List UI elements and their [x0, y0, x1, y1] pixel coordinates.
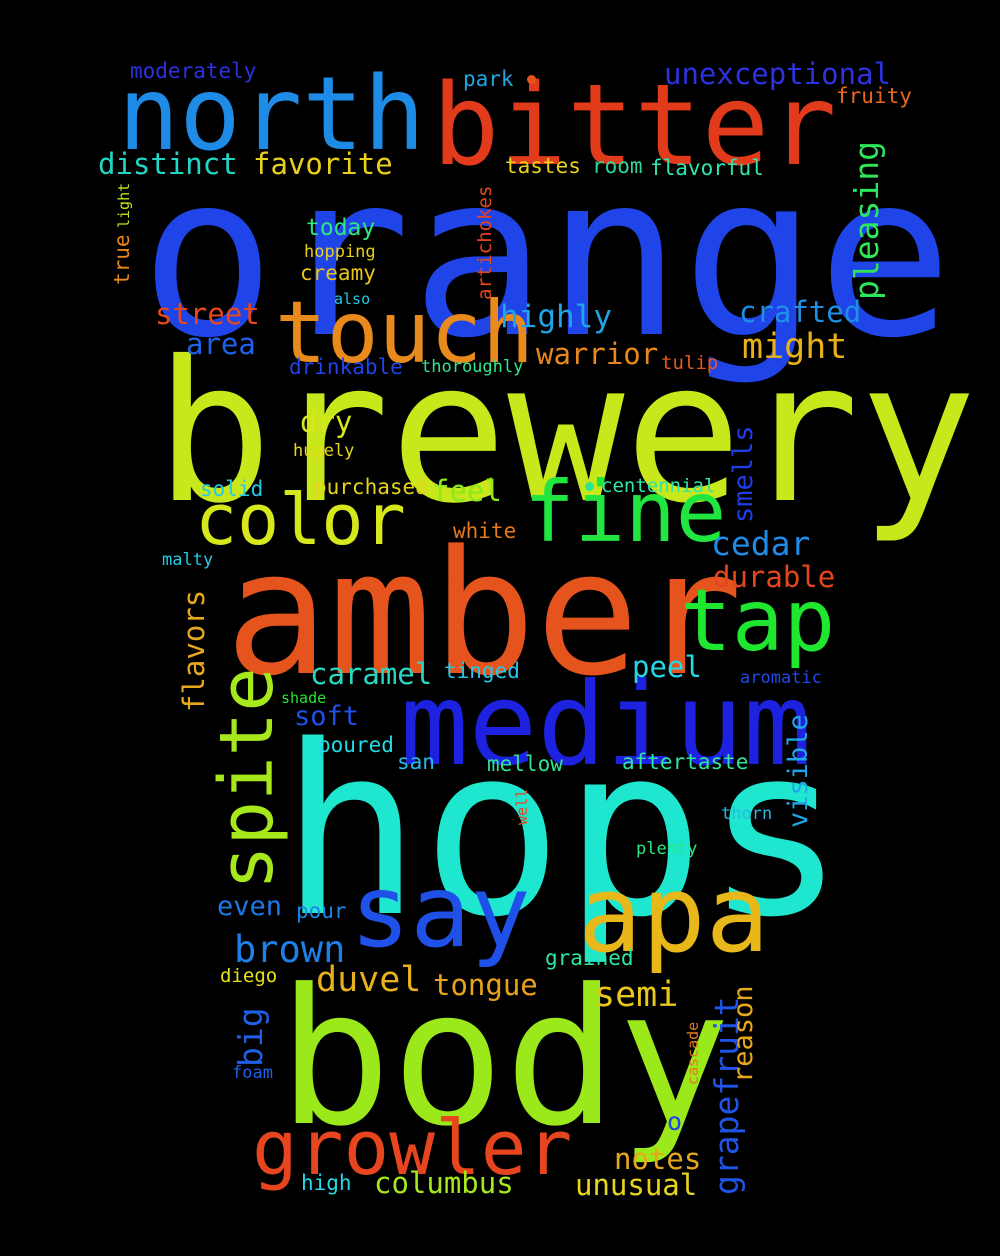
- word-smells: smells: [728, 425, 759, 523]
- word-semi: semi: [594, 975, 679, 1015]
- word-brewery: brewery: [155, 319, 977, 546]
- word-caramel: caramel: [310, 657, 433, 691]
- word-durable: durable: [713, 560, 836, 594]
- word-feel: feel: [432, 474, 502, 508]
- word-aftertaste: aftertaste: [622, 750, 749, 774]
- word-unusual: unusual: [575, 1168, 698, 1202]
- word-bitter: bitter: [432, 61, 837, 191]
- word-moderately: moderately: [130, 59, 257, 83]
- word-true: true: [110, 234, 134, 285]
- word-north: north: [118, 55, 426, 174]
- word-light: light: [115, 182, 133, 228]
- word-drinkable: drinkable: [289, 355, 403, 379]
- word-shade: shade: [281, 689, 327, 707]
- word-foam: foam: [232, 1063, 273, 1083]
- word-say: say: [350, 853, 531, 970]
- word-poured: poured: [318, 733, 394, 757]
- word-san: san: [397, 750, 435, 774]
- word-color: color: [195, 479, 406, 561]
- word-dry: dry: [300, 405, 353, 439]
- word-tulip: tulip: [661, 352, 719, 374]
- word-might: might: [742, 327, 848, 367]
- word-pour: pour: [296, 899, 347, 923]
- word-plenty: plenty: [636, 839, 698, 859]
- word-notes: notes: [614, 1142, 702, 1176]
- word-well: well: [513, 788, 531, 825]
- word-medium: medium: [400, 658, 812, 791]
- word-distinct: distinct: [98, 147, 238, 181]
- word-today: today: [306, 215, 376, 241]
- dot-accent: [585, 482, 594, 491]
- word-spite: spite: [204, 667, 290, 890]
- word-cascade: cascade: [684, 1021, 702, 1085]
- word-amber: amber: [225, 513, 743, 714]
- word-duvel: duvel: [316, 960, 422, 1000]
- word-flavors: flavors: [177, 589, 211, 712]
- word-also: also: [334, 290, 371, 308]
- word-flavorful: flavorful: [650, 156, 764, 180]
- word-fruity: fruity: [836, 84, 912, 108]
- word-pleasing: pleasing: [847, 141, 886, 300]
- word-mellow: mellow: [487, 752, 563, 776]
- word-hops: hops: [280, 696, 846, 969]
- word-warrior: warrior: [536, 337, 659, 371]
- word-purchased: purchased: [314, 475, 428, 499]
- word-highly: highly: [500, 299, 612, 335]
- word-malty: malty: [162, 550, 214, 570]
- word-orange: orange: [140, 126, 953, 388]
- word-grained: grained: [545, 946, 634, 970]
- word-cedar: cedar: [711, 524, 811, 563]
- word-favorite: favorite: [253, 147, 393, 181]
- word-tastes: tastes: [505, 154, 581, 178]
- word-hopping: hopping: [304, 242, 376, 262]
- word-reason: reason: [728, 985, 759, 1083]
- word-o: o: [667, 1107, 683, 1136]
- word-diego: diego: [220, 965, 278, 987]
- word-thoroughly: thoroughly: [421, 357, 524, 377]
- word-solid: solid: [200, 477, 264, 501]
- word-growler: growler: [252, 1103, 573, 1192]
- word-peel: peel: [632, 650, 702, 684]
- word-tinged: tinged: [444, 659, 520, 683]
- word-big: big: [231, 1007, 270, 1067]
- word-aromatic: aromatic: [740, 668, 822, 688]
- word-street: street: [155, 297, 260, 331]
- word-white: white: [453, 519, 517, 543]
- word-artichokes: artichokes: [474, 185, 496, 300]
- word-area: area: [186, 327, 256, 361]
- word-hugely: hugely: [293, 441, 355, 461]
- word-touch: touch: [275, 283, 534, 383]
- word-apa: apa: [578, 853, 770, 976]
- word-high: high: [301, 1171, 352, 1195]
- word-room: room: [592, 154, 643, 178]
- word-centennial: centennial: [601, 475, 716, 497]
- word-tap: tap: [680, 571, 836, 671]
- word-visible: visible: [783, 714, 814, 828]
- word-creamy: creamy: [300, 261, 376, 285]
- word-park: park: [463, 67, 514, 91]
- word-soft: soft: [294, 701, 360, 732]
- dot-accent: [527, 75, 536, 84]
- word-brown: brown: [234, 928, 346, 971]
- word-crafted: crafted: [739, 295, 862, 329]
- word-columbus: columbus: [374, 1166, 514, 1200]
- word-unexceptional: unexceptional: [664, 57, 891, 91]
- word-thorn: thorn: [721, 804, 773, 824]
- word-fine: fine: [524, 463, 727, 561]
- word-tongue: tongue: [433, 968, 538, 1002]
- word-even: even: [217, 891, 283, 922]
- word-body: body: [278, 949, 731, 1168]
